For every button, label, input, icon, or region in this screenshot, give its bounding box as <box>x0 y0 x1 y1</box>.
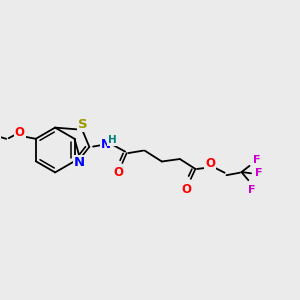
Text: S: S <box>78 118 87 131</box>
Text: O: O <box>15 126 25 139</box>
Text: H: H <box>108 135 117 146</box>
Text: N: N <box>74 156 85 169</box>
Text: N: N <box>101 138 111 151</box>
Text: F: F <box>255 168 263 178</box>
Text: O: O <box>113 166 123 179</box>
Text: O: O <box>205 157 215 170</box>
Text: F: F <box>253 154 261 165</box>
Text: F: F <box>248 185 255 195</box>
Text: O: O <box>182 183 191 196</box>
